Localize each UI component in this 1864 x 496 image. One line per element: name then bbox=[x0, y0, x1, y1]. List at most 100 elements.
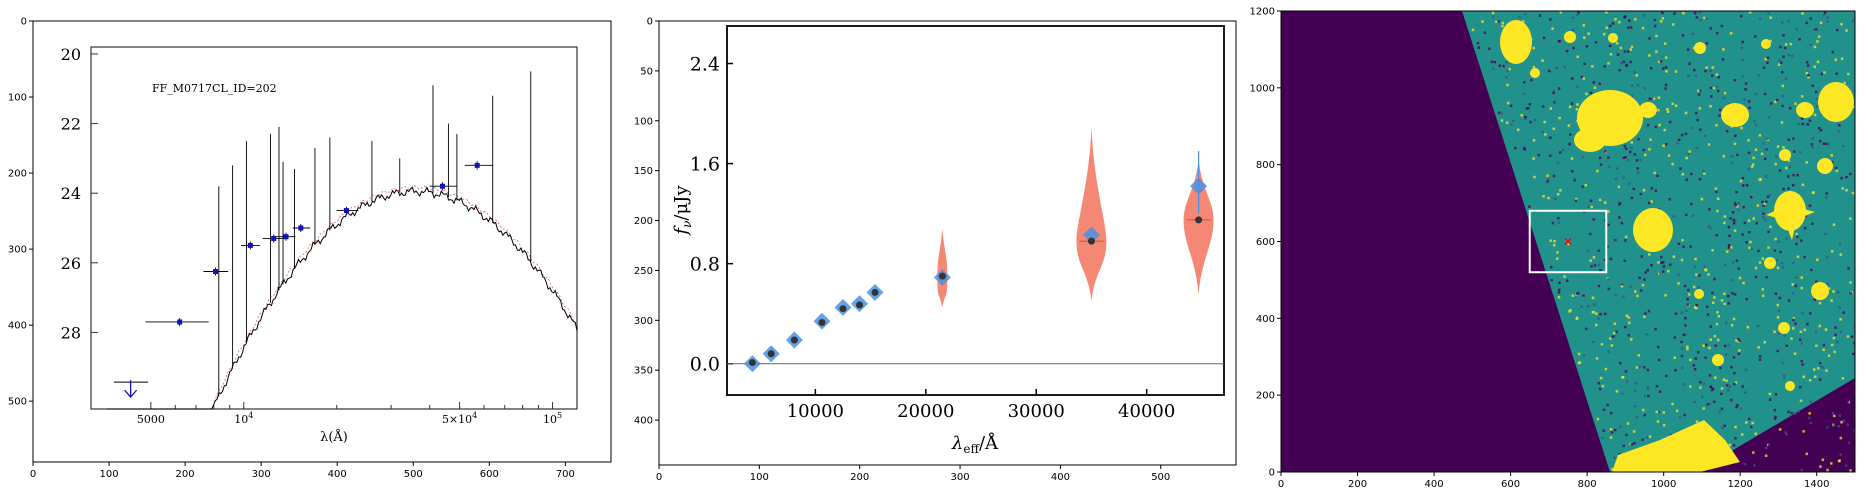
noise-pixel bbox=[1709, 338, 1712, 341]
bright-source bbox=[1530, 68, 1540, 78]
noise-pixel bbox=[1809, 43, 1812, 46]
noise-pixel bbox=[1629, 150, 1632, 154]
noise-pixel bbox=[1607, 210, 1610, 213]
noise-pixel bbox=[1800, 239, 1803, 242]
noise-pixel bbox=[1730, 324, 1734, 327]
noise-pixel bbox=[1709, 69, 1712, 73]
noise-pixel bbox=[1753, 464, 1756, 467]
inner-violin-frame bbox=[726, 25, 1225, 396]
noise-pixel bbox=[1821, 433, 1825, 437]
noise-pixel bbox=[1847, 441, 1851, 444]
noise-pixel bbox=[1800, 359, 1803, 363]
noise-pixel bbox=[1667, 154, 1671, 157]
noise-pixel bbox=[1764, 175, 1768, 178]
noise-pixel bbox=[1622, 444, 1625, 448]
inner-y-tick-label: 24 bbox=[61, 184, 81, 203]
bright-star bbox=[1766, 190, 1815, 240]
noise-pixel bbox=[1843, 398, 1846, 402]
noise-pixel bbox=[1835, 72, 1838, 75]
noise-pixel bbox=[1607, 350, 1610, 353]
noise-pixel bbox=[1694, 257, 1697, 261]
noise-pixel bbox=[1582, 294, 1585, 297]
noise-pixel bbox=[1842, 457, 1846, 460]
noise-pixel bbox=[1518, 15, 1522, 19]
noise-pixel bbox=[1658, 123, 1661, 127]
noise-pixel bbox=[1695, 273, 1698, 276]
noise-pixel bbox=[1677, 282, 1680, 285]
noise-pixel bbox=[1820, 72, 1824, 76]
noise-pixel bbox=[1846, 400, 1849, 403]
x-tick-label: 0 bbox=[30, 469, 36, 480]
noise-pixel bbox=[1704, 356, 1707, 359]
noise-pixel bbox=[1523, 81, 1526, 84]
noise-pixel bbox=[1744, 88, 1747, 91]
noise-pixel bbox=[1850, 402, 1853, 405]
noise-pixel bbox=[1732, 317, 1736, 321]
noise-pixel bbox=[1597, 249, 1600, 252]
noise-pixel bbox=[1684, 333, 1687, 336]
bright-edge-fringe bbox=[1612, 420, 1740, 472]
x-tick-label: 1000 bbox=[1651, 479, 1676, 490]
noise-pixel bbox=[1530, 78, 1533, 82]
noise-pixel bbox=[1733, 371, 1736, 375]
noise-pixel bbox=[1718, 410, 1721, 413]
noise-pixel bbox=[1668, 198, 1671, 201]
noise-pixel bbox=[1712, 86, 1716, 90]
noise-pixel bbox=[1671, 23, 1675, 26]
noise-pixel bbox=[1583, 62, 1586, 66]
noise-pixel bbox=[1806, 322, 1809, 326]
noise-pixel bbox=[1723, 96, 1726, 100]
noise-pixel bbox=[1799, 386, 1802, 389]
noise-pixel bbox=[1826, 16, 1829, 19]
noise-pixel bbox=[1733, 202, 1737, 205]
noise-pixel bbox=[1748, 246, 1751, 249]
noise-pixel bbox=[1749, 240, 1752, 244]
noise-pixel bbox=[1736, 404, 1739, 407]
model-flux-dot bbox=[856, 301, 864, 309]
noise-pixel bbox=[1799, 151, 1802, 154]
noise-pixel bbox=[1584, 183, 1587, 187]
inner-y-tick-label: 28 bbox=[61, 323, 81, 342]
noise-pixel bbox=[1680, 311, 1684, 314]
noise-pixel bbox=[1643, 278, 1646, 281]
noise-pixel bbox=[1553, 100, 1557, 104]
noise-pixel bbox=[1822, 13, 1825, 17]
noise-pixel bbox=[1683, 284, 1687, 288]
noise-pixel bbox=[1620, 392, 1624, 396]
noise-pixel bbox=[1593, 264, 1597, 267]
noise-pixel bbox=[1614, 293, 1617, 297]
noise-pixel bbox=[1763, 341, 1766, 344]
noise-pixel bbox=[1819, 21, 1823, 25]
photometry-point bbox=[247, 242, 253, 248]
noise-pixel bbox=[1589, 232, 1592, 236]
noise-pixel bbox=[1655, 34, 1658, 38]
noise-pixel bbox=[1722, 48, 1725, 51]
y-tick-label: 0 bbox=[1269, 468, 1275, 479]
noise-pixel bbox=[1837, 130, 1840, 133]
noise-pixel bbox=[1823, 11, 1827, 15]
noise-pixel bbox=[1734, 381, 1738, 384]
noise-pixel bbox=[1680, 354, 1684, 358]
noise-pixel bbox=[1668, 120, 1672, 124]
noise-pixel bbox=[1528, 103, 1531, 106]
noise-pixel bbox=[1825, 196, 1828, 199]
noise-pixel bbox=[1625, 314, 1629, 317]
noise-pixel bbox=[1718, 108, 1722, 112]
noise-pixel bbox=[1590, 265, 1593, 268]
cutout-image bbox=[1281, 11, 1855, 472]
noise-pixel bbox=[1846, 423, 1850, 426]
panel-flux-violin: 0 100 200 300 400 500 0 50 100 150 200 250 300 350 40… bbox=[634, 17, 1237, 483]
noise-pixel bbox=[1595, 312, 1598, 315]
noise-pixel bbox=[1796, 235, 1799, 238]
noise-pixel bbox=[1699, 386, 1702, 389]
noise-pixel bbox=[1812, 449, 1816, 453]
noise-pixel bbox=[1505, 121, 1509, 124]
x-tick-label: 100 bbox=[100, 469, 119, 480]
noise-pixel bbox=[1764, 57, 1767, 61]
noise-pixel bbox=[1677, 242, 1681, 246]
noise-pixel bbox=[1769, 225, 1772, 228]
noise-pixel bbox=[1622, 156, 1626, 160]
noise-pixel bbox=[1681, 366, 1684, 370]
noise-pixel bbox=[1674, 70, 1678, 73]
x-tick-label: 200 bbox=[850, 472, 869, 483]
